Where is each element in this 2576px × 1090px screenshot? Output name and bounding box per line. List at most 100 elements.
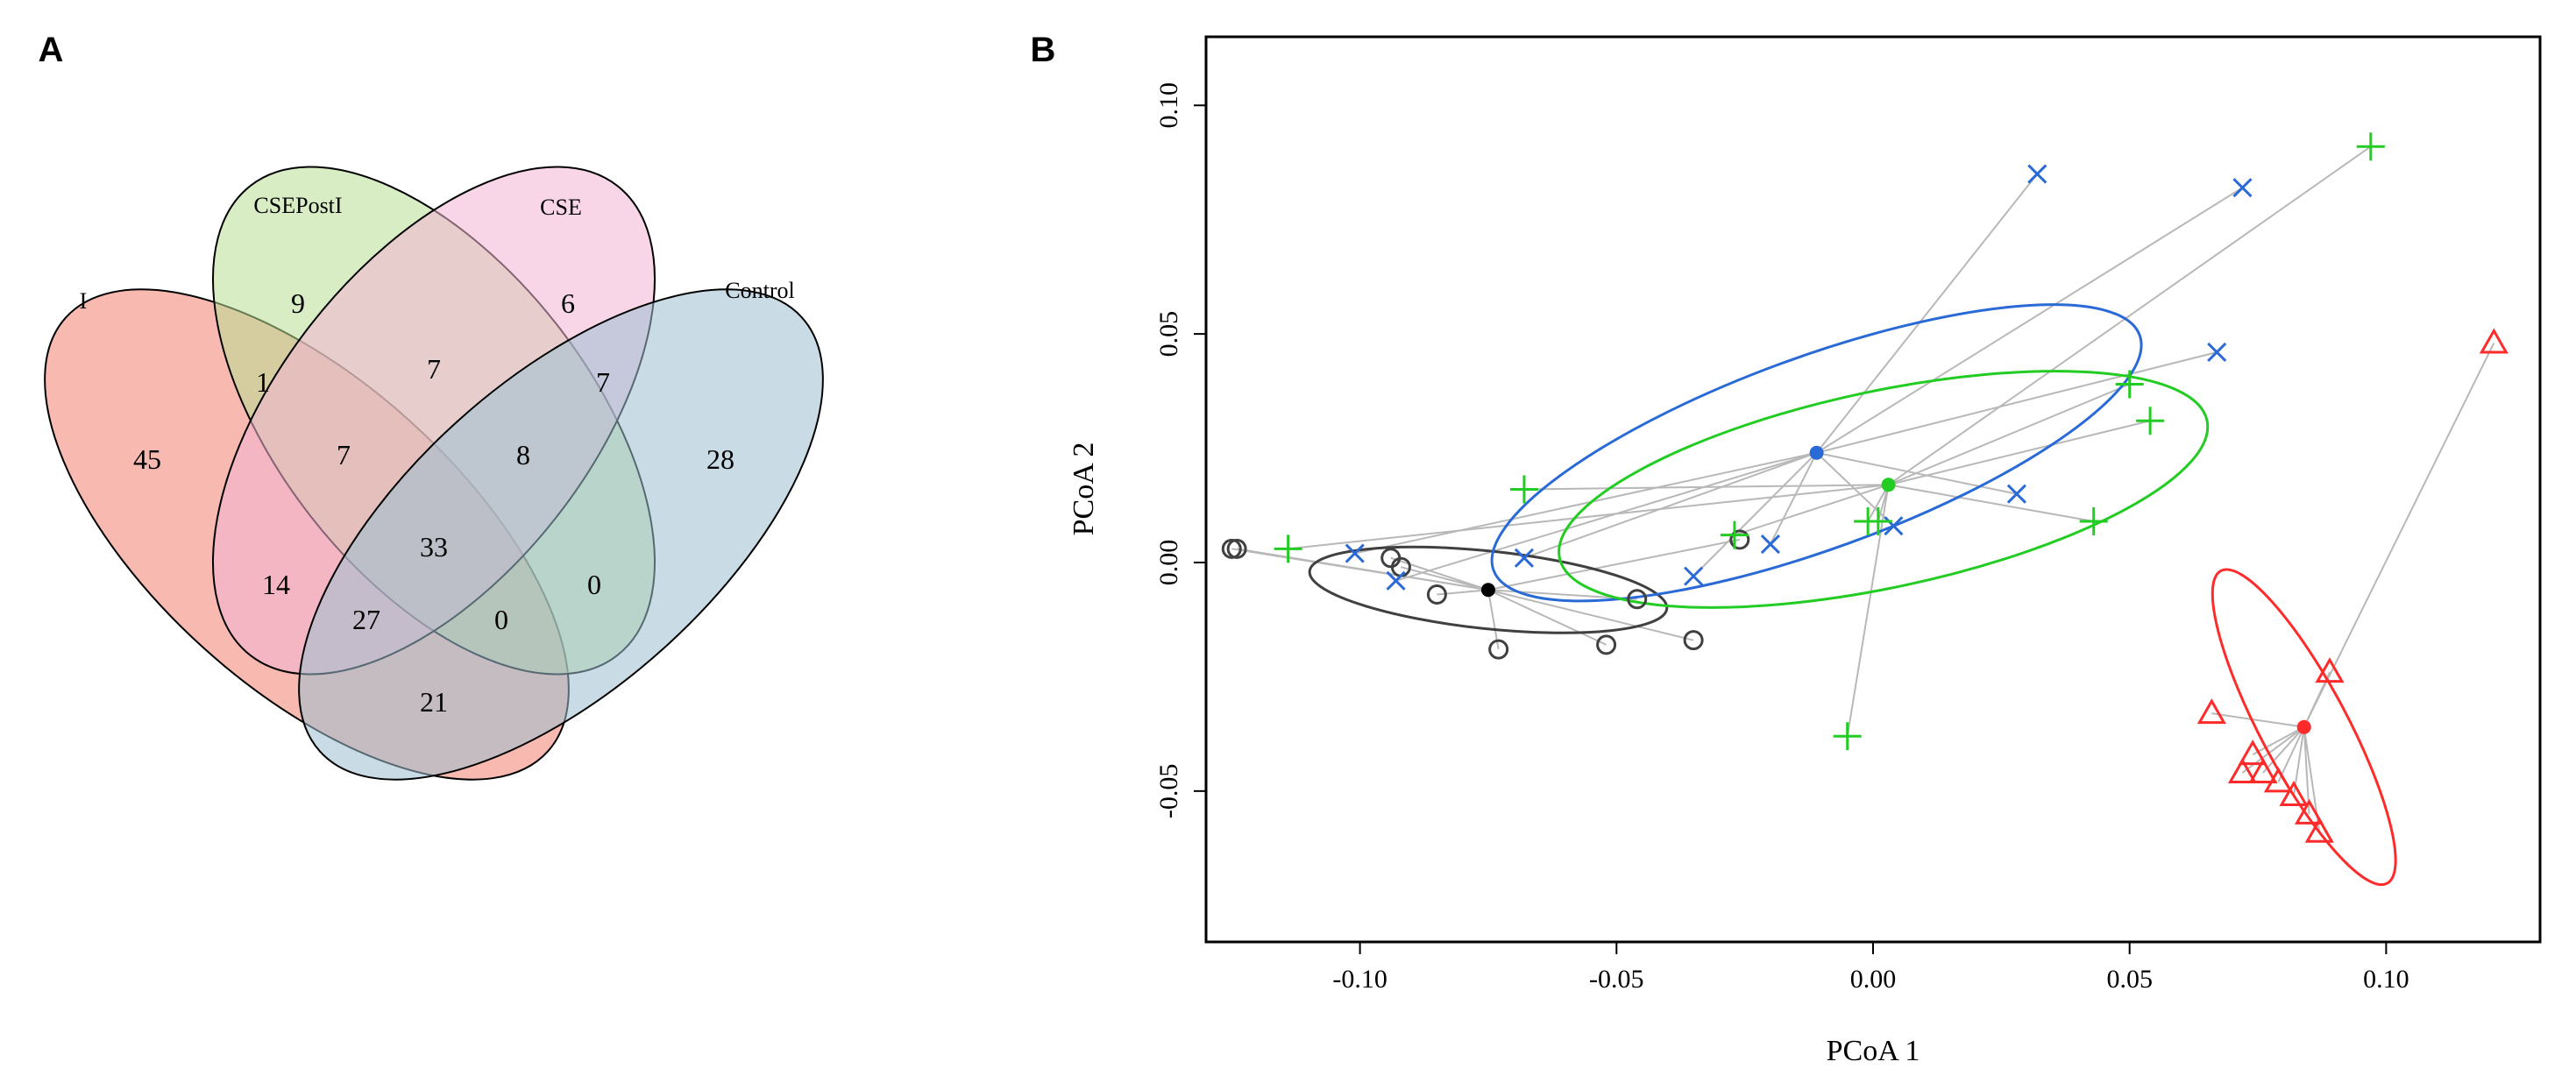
panel-b-label: B bbox=[1031, 31, 1056, 69]
spider-line-blue bbox=[1770, 452, 1818, 545]
point-green bbox=[1863, 507, 1892, 536]
x-axis-label: PCoA 1 bbox=[1827, 1035, 1920, 1067]
spider-line-black bbox=[1487, 589, 1694, 641]
point-red bbox=[2279, 781, 2309, 807]
point-green bbox=[2079, 507, 2108, 536]
point-blue bbox=[2207, 342, 2227, 363]
venn-label-control: Control bbox=[725, 278, 794, 303]
spider-line-green bbox=[1888, 484, 2094, 523]
ellipse-green bbox=[1558, 370, 2210, 609]
venn-panel: A I CSEPostI CSE Control 45 9 6 28 1 7 7… bbox=[39, 31, 824, 781]
y-tick-label: 0.10 bbox=[1154, 82, 1183, 128]
point-green bbox=[1833, 722, 1862, 751]
venn-count-csepost-i: 9 bbox=[291, 287, 305, 319]
centroid-blue bbox=[1809, 445, 1824, 460]
venn-count-cse-control: 7 bbox=[596, 366, 610, 398]
point-blue bbox=[2006, 484, 2026, 504]
point-blue bbox=[1760, 534, 1780, 555]
spider-line-black bbox=[1236, 548, 1489, 591]
spider-line-red bbox=[2211, 712, 2304, 728]
centroid-red bbox=[2296, 719, 2311, 734]
venn-count-cse: 6 bbox=[561, 287, 575, 319]
spider-line-black bbox=[1390, 556, 1489, 591]
venn-count-csepost-i-control: 0 bbox=[587, 569, 601, 600]
venn-count-i: 45 bbox=[133, 443, 161, 475]
point-red bbox=[2263, 767, 2294, 793]
point-green bbox=[1274, 534, 1302, 563]
spider-line-blue bbox=[1354, 451, 1817, 555]
point-green bbox=[2136, 407, 2165, 435]
point-red bbox=[2238, 740, 2267, 766]
point-red bbox=[2479, 328, 2509, 354]
group-centroids bbox=[1480, 445, 2311, 734]
venn-ellipses bbox=[44, 166, 824, 781]
spider-line-black bbox=[1401, 566, 1489, 591]
spider-line-blue bbox=[1692, 452, 1818, 577]
y-tick-label: 0.05 bbox=[1154, 311, 1183, 357]
spider-line-blue bbox=[1815, 173, 2039, 454]
venn-count-i-control: 21 bbox=[420, 686, 448, 718]
x-tick-label: 0.10 bbox=[2363, 965, 2409, 994]
venn-set-control bbox=[298, 288, 824, 781]
point-green bbox=[2356, 132, 2385, 161]
point-blue bbox=[1345, 543, 1365, 563]
y-axis-label: PCoA 2 bbox=[1068, 442, 1100, 536]
venn-count-control: 28 bbox=[706, 443, 734, 475]
x-tick-label: -0.05 bbox=[1589, 965, 1644, 994]
spider-lines bbox=[1231, 145, 2495, 832]
spider-line-blue bbox=[1815, 452, 1895, 527]
point-red bbox=[2315, 657, 2345, 683]
spider-line-blue bbox=[1523, 451, 1817, 559]
point-green bbox=[2115, 370, 2144, 399]
point-blue bbox=[2232, 178, 2253, 198]
point-red bbox=[2196, 698, 2226, 725]
spider-line-blue bbox=[1816, 351, 2218, 454]
venn-label-csepost-i: CSEPostI bbox=[253, 193, 342, 218]
x-tick-label: 0.00 bbox=[1850, 965, 1897, 994]
spider-line-red bbox=[2241, 725, 2305, 774]
point-red bbox=[2248, 757, 2278, 783]
ellipse-red bbox=[2211, 568, 2397, 887]
spider-line-green bbox=[1888, 420, 2151, 486]
pcoa-panel: B -0.10 -0.05 0.00 0.05 0.10 -0.05 0.00 0.05 0.1… bbox=[1031, 31, 2542, 1067]
axes: -0.10 -0.05 0.00 0.05 0.10 -0.05 0.00 0.05 0.10 bbox=[1154, 82, 2409, 994]
spider-line-blue bbox=[1816, 187, 2244, 454]
venn-label-cse: CSE bbox=[540, 195, 582, 220]
venn-counts: 45 9 6 28 1 7 7 7 8 33 14 0 27 0 21 bbox=[133, 287, 734, 718]
point-red bbox=[2227, 757, 2258, 783]
venn-count-i-cse: 14 bbox=[262, 569, 290, 600]
venn-label-i: I bbox=[80, 288, 88, 314]
point-red bbox=[2294, 798, 2324, 825]
spider-line-red bbox=[2303, 343, 2495, 728]
centroid-black bbox=[1480, 583, 1495, 598]
y-tick-label: -0.05 bbox=[1154, 764, 1183, 819]
spider-line-green bbox=[1887, 145, 2372, 486]
centroid-green bbox=[1881, 478, 1896, 492]
point-blue bbox=[2027, 164, 2047, 184]
point-blue bbox=[1514, 548, 1535, 568]
venn-count-i-cse-control: 27 bbox=[352, 604, 380, 635]
spider-line-green bbox=[1734, 484, 1889, 536]
data-points bbox=[1221, 132, 2509, 843]
y-tick-label: 0.00 bbox=[1154, 540, 1183, 586]
venn-count-all: 33 bbox=[420, 531, 448, 563]
spider-line-red bbox=[2252, 725, 2305, 755]
spider-line-red bbox=[2277, 726, 2305, 782]
x-tick-label: 0.05 bbox=[2106, 965, 2153, 994]
spider-line-black bbox=[1487, 538, 1740, 591]
point-red bbox=[2304, 817, 2334, 843]
point-green bbox=[1509, 475, 1538, 504]
venn-count-csepost-i-cse-control: 8 bbox=[516, 439, 530, 471]
venn-count-i-csepost-i-cse: 7 bbox=[337, 439, 351, 471]
point-black bbox=[1488, 639, 1509, 660]
spider-line-green bbox=[1523, 484, 1889, 491]
spider-line-green bbox=[1846, 485, 1890, 737]
group-ellipses bbox=[1308, 303, 2397, 887]
point-black bbox=[1226, 538, 1247, 559]
spider-line-green bbox=[1888, 383, 2131, 486]
point-black bbox=[1426, 584, 1447, 605]
spider-line-black bbox=[1487, 589, 1607, 646]
point-blue bbox=[1884, 516, 1904, 536]
point-green bbox=[1720, 520, 1749, 549]
